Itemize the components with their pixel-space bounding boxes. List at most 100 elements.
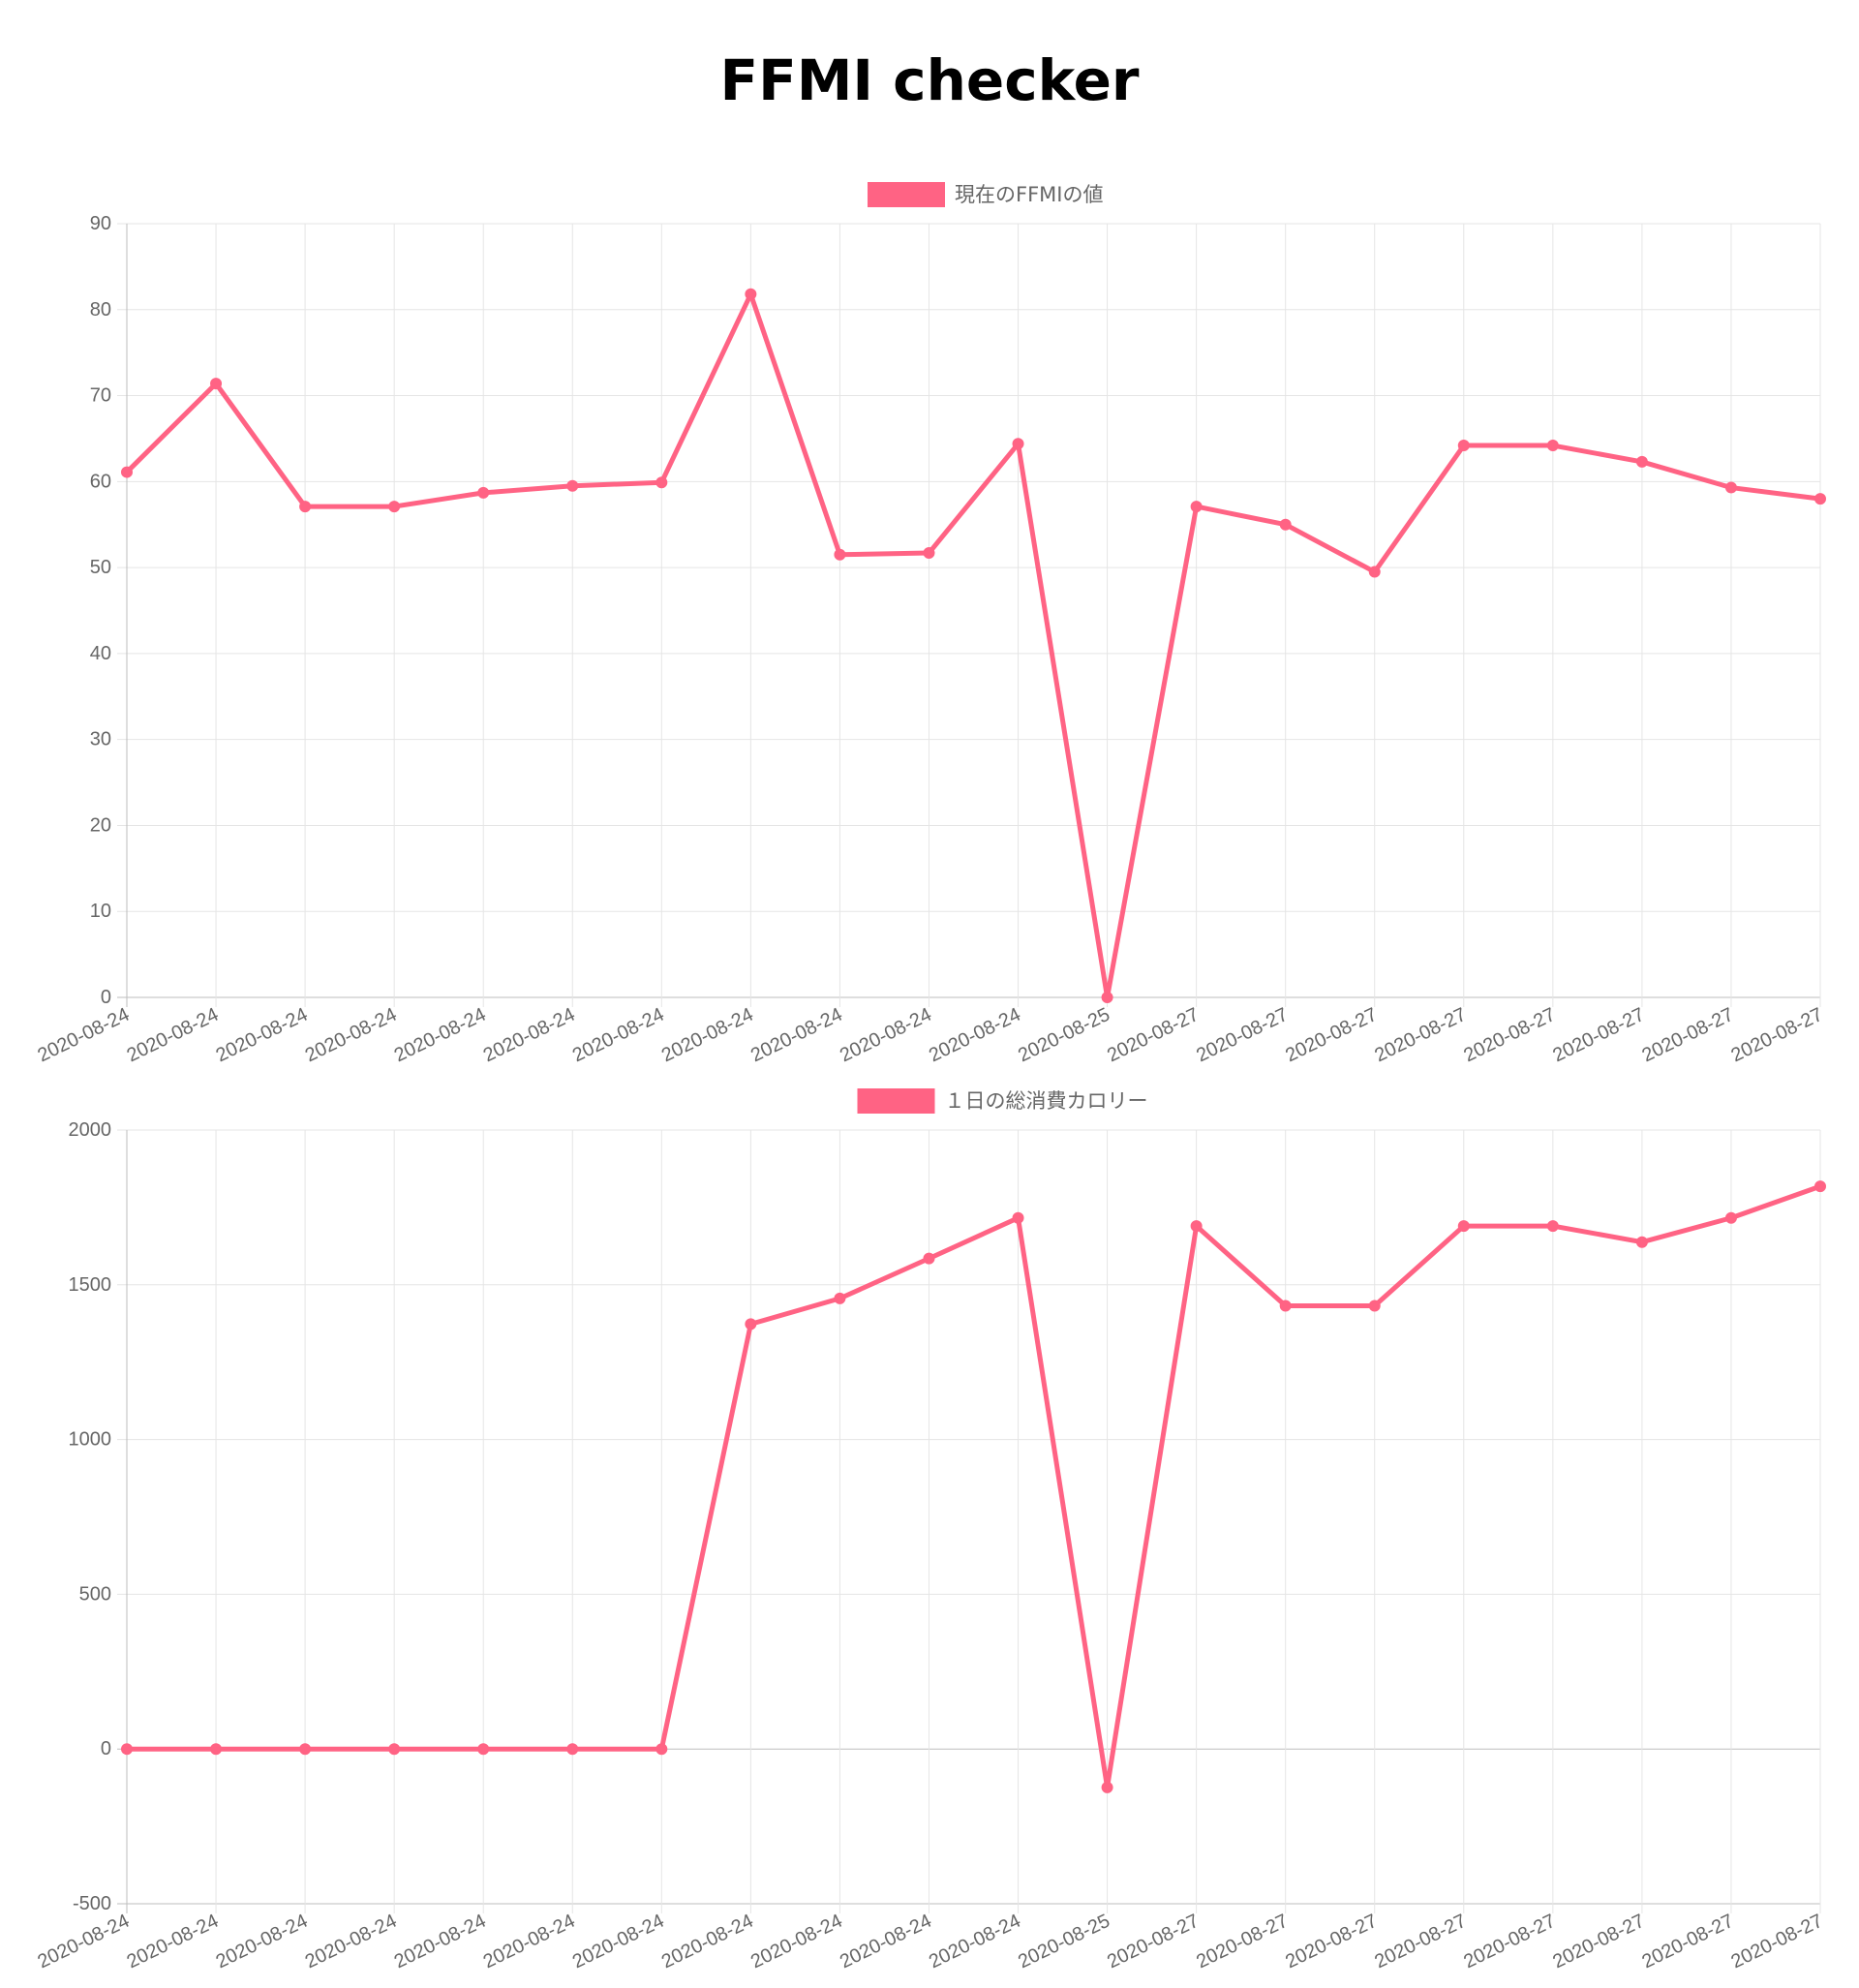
y-tick-label: -500 (73, 1893, 111, 1914)
x-tick-label: 2020-08-27 (1639, 1004, 1738, 1067)
x-tick-label: 2020-08-27 (1549, 1911, 1648, 1973)
y-tick-label: 50 (90, 557, 111, 578)
x-tick-label: 2020-08-27 (1104, 1911, 1203, 1973)
x-tick-label: 2020-08-25 (1015, 1004, 1113, 1067)
x-tick-label: 2020-08-24 (213, 1004, 312, 1067)
data-point (923, 1252, 935, 1265)
data-point (121, 1743, 133, 1756)
data-point (121, 466, 133, 478)
x-tick-label: 2020-08-27 (1104, 1004, 1203, 1067)
data-point (1368, 566, 1381, 578)
data-point (388, 501, 401, 513)
x-tick-label: 2020-08-24 (302, 1911, 401, 1973)
x-tick-label: 2020-08-27 (1193, 1911, 1292, 1973)
data-point (1279, 1300, 1292, 1312)
data-point (299, 501, 312, 513)
x-tick-label: 2020-08-27 (1460, 1911, 1559, 1973)
data-point (1814, 1180, 1826, 1193)
legend-label: 現在のFFMIの値 (955, 183, 1103, 206)
data-point (745, 1318, 757, 1330)
x-tick-label: 2020-08-24 (926, 1911, 1024, 1973)
data-point (299, 1743, 312, 1756)
data-point (1635, 455, 1648, 468)
data-point (1457, 1220, 1470, 1233)
x-tick-label: 2020-08-24 (658, 1911, 757, 1973)
x-tick-label: 2020-08-24 (480, 1004, 579, 1067)
ffmi-chart: 現在のFFMIの値 0 10 20 30 40 50 60 70 80 90 2020-08-24 20… (0, 155, 1859, 1066)
y-tick-label: 10 (90, 901, 111, 922)
x-tick-label: 2020-08-24 (35, 1911, 134, 1973)
data-point (1724, 1211, 1737, 1224)
x-tick-label: 2020-08-24 (124, 1911, 223, 1973)
y-tick-label: 2000 (69, 1119, 112, 1141)
x-tick-label: 2020-08-27 (1728, 1004, 1827, 1067)
x-tick-label: 2020-08-24 (926, 1004, 1024, 1067)
x-tick-label: 2020-08-27 (1460, 1004, 1559, 1067)
x-tick-label: 2020-08-27 (1639, 1911, 1738, 1973)
legend-swatch (868, 182, 945, 207)
data-point (1368, 1300, 1381, 1312)
calorie-chart: １日の総消費カロリー -500 0 500 1000 1500 2000 2020-08-24… (0, 1065, 1859, 1973)
ffmi-chart-svg: 現在のFFMIの値01020304050607080902020-08-2420… (35, 182, 1826, 1066)
data-point (1190, 501, 1203, 513)
x-tick-label: 2020-08-27 (1728, 1911, 1827, 1973)
data-point (1724, 481, 1737, 494)
data-point (1546, 440, 1559, 452)
x-tick-label: 2020-08-24 (837, 1911, 935, 1973)
x-tick-label: 2020-08-24 (569, 1004, 668, 1067)
y-tick-label: 1000 (69, 1429, 112, 1451)
x-tick-label: 2020-08-24 (480, 1911, 579, 1973)
x-tick-label: 2020-08-27 (1371, 1004, 1470, 1067)
x-tick-label: 2020-08-24 (391, 1911, 490, 1973)
y-tick-label: 40 (90, 643, 111, 664)
data-point (1546, 1220, 1559, 1233)
data-point (1101, 1781, 1113, 1793)
data-point (1012, 1211, 1024, 1224)
data-point (1814, 493, 1826, 505)
y-tick-label: 0 (101, 1738, 111, 1759)
x-tick-label: 2020-08-24 (124, 1004, 223, 1067)
x-tick-label: 2020-08-27 (1282, 1911, 1381, 1973)
x-tick-label: 2020-08-27 (1193, 1004, 1292, 1067)
y-tick-label: 90 (90, 213, 111, 234)
x-tick-label: 2020-08-24 (837, 1004, 935, 1067)
x-tick-label: 2020-08-27 (1282, 1004, 1381, 1067)
data-point (477, 1743, 490, 1756)
data-point (566, 1743, 579, 1756)
calorie-chart-svg: １日の総消費カロリー -500 0 500 1000 1500 2000 2020-08-24… (35, 1088, 1826, 1973)
x-tick-label: 2020-08-27 (1549, 1004, 1648, 1067)
y-tick-label: 70 (90, 385, 111, 407)
x-tick-label: 2020-08-24 (747, 1911, 846, 1973)
legend: 現在のFFMIの値 (868, 182, 1103, 207)
data-point (655, 476, 668, 489)
data-point (834, 1292, 846, 1304)
y-tick-label: 60 (90, 471, 111, 492)
page-title: FFMI checker (719, 47, 1140, 113)
data-point (1012, 438, 1024, 450)
data-point (1101, 992, 1113, 1003)
y-tick-label: 500 (79, 1583, 111, 1605)
data-point (1457, 440, 1470, 452)
data-point (834, 548, 846, 561)
data-point (210, 378, 223, 390)
x-tick-label: 2020-08-24 (35, 1004, 134, 1067)
data-point (477, 486, 490, 499)
x-tick-label: 2020-08-24 (391, 1004, 490, 1067)
series-line (124, 291, 1823, 1000)
legend-label: １日の総消費カロリー (945, 1089, 1148, 1113)
data-point (655, 1743, 668, 1756)
x-tick-label: 2020-08-27 (1371, 1911, 1470, 1973)
y-tick-label: 30 (90, 729, 111, 750)
data-point (745, 288, 757, 300)
data-point (388, 1743, 401, 1756)
series-line (124, 1183, 1823, 1790)
data-point (210, 1743, 223, 1756)
data-point (923, 547, 935, 560)
data-point (566, 479, 579, 492)
x-tick-label: 2020-08-24 (747, 1004, 846, 1067)
y-tick-label: 20 (90, 814, 111, 836)
x-tick-label: 2020-08-24 (302, 1004, 401, 1067)
data-point (1190, 1220, 1203, 1233)
y-tick-label: 1500 (69, 1274, 112, 1296)
x-tick-label: 2020-08-24 (569, 1911, 668, 1973)
